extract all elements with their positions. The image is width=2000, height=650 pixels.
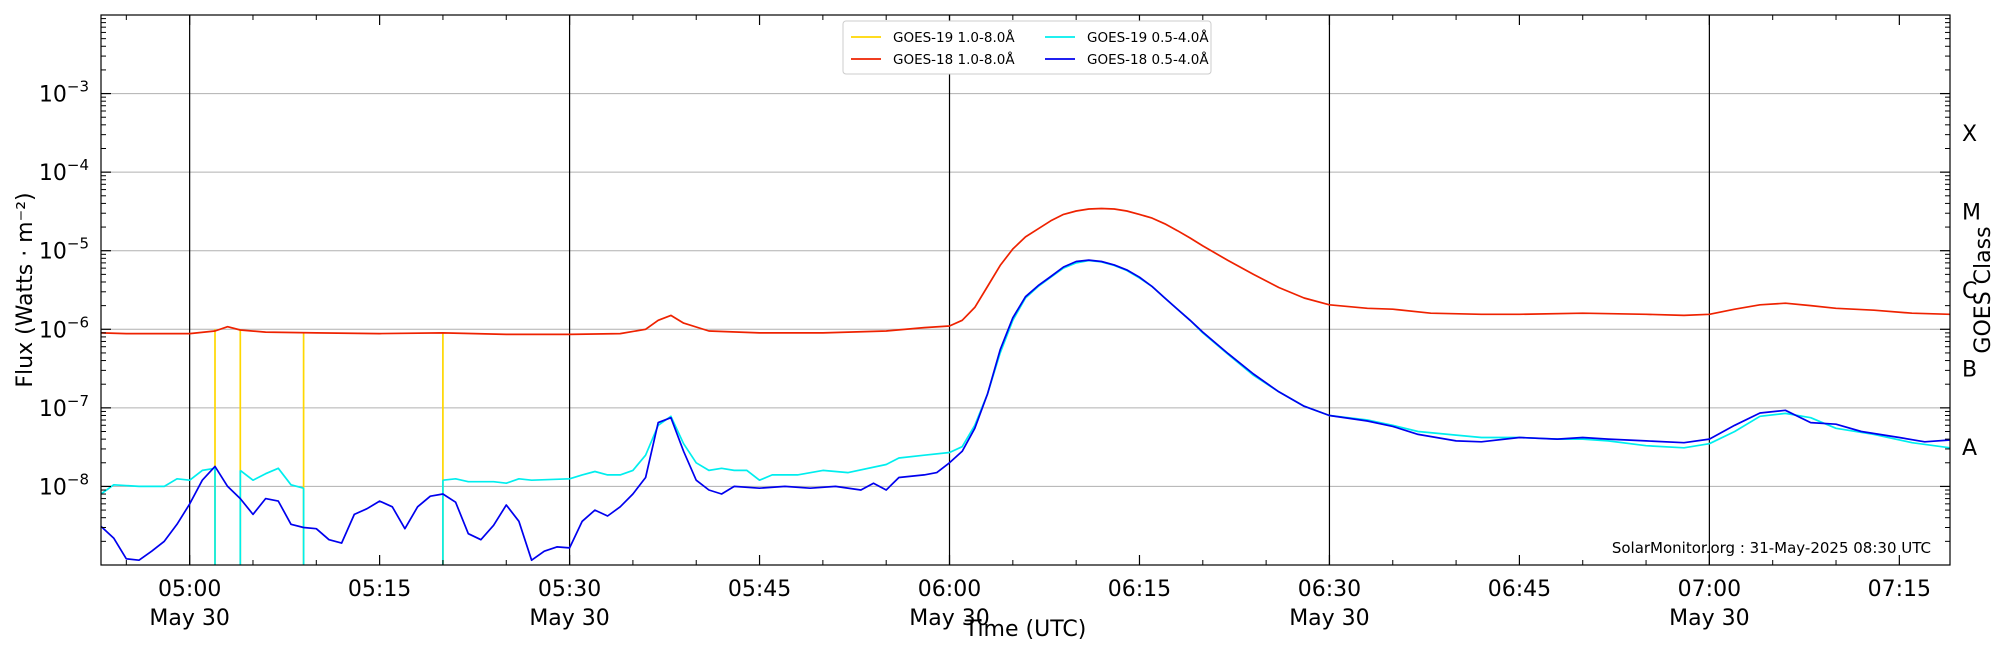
legend-entry: GOES-18 0.5-4.0Å	[1087, 51, 1209, 68]
legend-entry: GOES-19 0.5-4.0Å	[1087, 29, 1209, 46]
goes-class-label: A	[1962, 436, 1977, 461]
x-tick-label: 05:00	[158, 577, 221, 602]
ticks-layer: 10−8 10−7 10−6 10−5 10−4 10−3 05:00 May 30 05:15…	[39, 15, 1981, 631]
grid-layer	[101, 93, 1950, 487]
x-tick-date-label: May 30	[149, 606, 229, 631]
y-tick-label: 10−3	[39, 78, 89, 108]
x-tick-date-label: May 30	[1289, 606, 1369, 631]
x-axis-label: Time (UTC)	[964, 617, 1087, 642]
x-tick-label: 05:30	[538, 577, 601, 602]
x-tick-label: 06:15	[1108, 577, 1171, 602]
vertical-lines-layer	[189, 15, 1710, 565]
x-tick-date-label: May 30	[529, 606, 609, 631]
x-tick-label: 07:00	[1678, 577, 1741, 602]
series-line-3	[100, 259, 1951, 562]
legend: GOES-19 1.0-8.0Å GOES-18 1.0-8.0Å GOES-19 …	[842, 20, 1212, 75]
x-tick-date-label: May 30	[1669, 606, 1749, 631]
series-line-1	[100, 207, 1951, 336]
goes-class-label: B	[1962, 358, 1977, 383]
x-tick-label: 07:15	[1868, 577, 1931, 602]
legend-entry: GOES-18 1.0-8.0Å	[893, 51, 1015, 68]
legend-entry: GOES-19 1.0-8.0Å	[893, 29, 1015, 46]
goes-class-label: M	[1962, 200, 1981, 225]
goes-class-axis-label: GOES Class	[1971, 226, 1996, 353]
y-tick-label: 10−6	[39, 313, 89, 343]
legend-box	[842, 20, 1212, 75]
series-layer	[100, 207, 1951, 565]
x-tick-date-label: May 30	[909, 606, 989, 631]
source-watermark: SolarMonitor.org : 31-May-2025 08:30 UTC	[1612, 539, 1931, 557]
x-tick-label: 05:45	[728, 577, 791, 602]
x-tick-label: 06:30	[1298, 577, 1361, 602]
y-tick-label: 10−8	[39, 470, 89, 500]
plot-frame	[100, 14, 1951, 566]
x-tick-label: 06:45	[1488, 577, 1551, 602]
y-axis-label: Flux (Watts · m⁻²)	[13, 192, 38, 387]
goes-class-label: X	[1962, 122, 1977, 147]
series-line-2	[239, 467, 304, 490]
y-tick-label: 10−7	[39, 392, 89, 422]
x-tick-label: 06:00	[918, 577, 981, 602]
x-tick-label: 05:15	[348, 577, 411, 602]
y-tick-label: 10−5	[39, 235, 89, 265]
goes-class-label: C	[1962, 279, 1977, 304]
series-line-2	[100, 467, 216, 495]
y-tick-label: 10−4	[39, 156, 89, 186]
series-line-2	[442, 259, 1951, 485]
